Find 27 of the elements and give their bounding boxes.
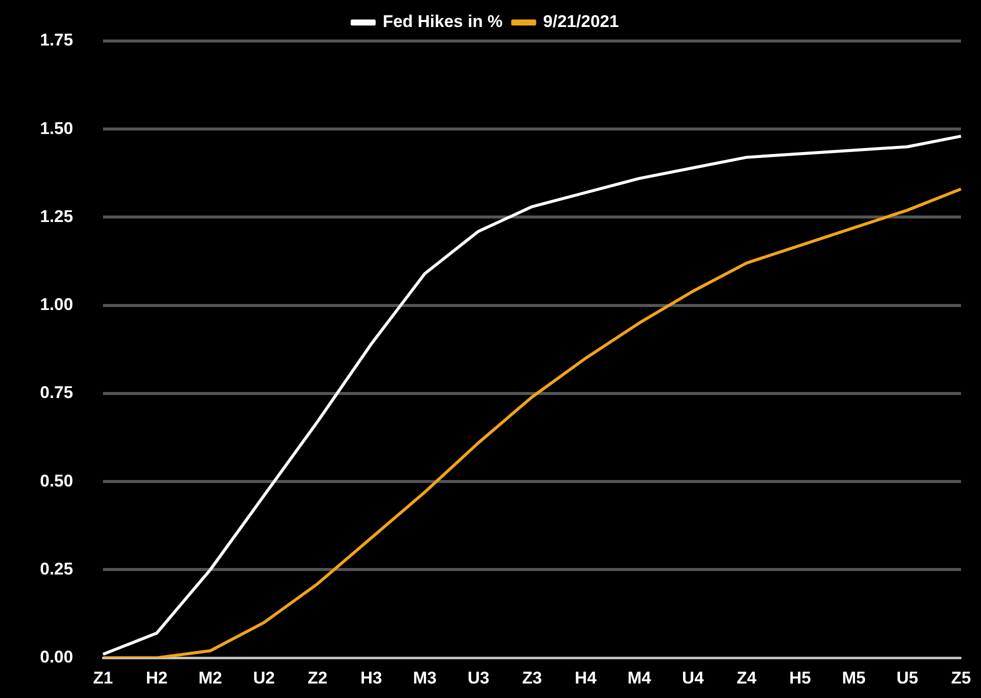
y-tick-label: 1.25: [40, 206, 74, 226]
y-tick-label: 0.00: [40, 647, 74, 666]
x-tick-label: U3: [468, 668, 490, 688]
x-tick-label: Z2: [308, 668, 328, 688]
x-tick-label: M4: [627, 668, 652, 688]
y-tick-label: 1.00: [40, 295, 74, 314]
x-tick-label: Z1: [93, 668, 114, 688]
x-tick-label: Z5: [951, 668, 971, 688]
legend-label: Fed Hikes in %: [382, 12, 503, 32]
x-tick-label: U4: [682, 668, 704, 688]
x-tick-label: Z3: [522, 668, 542, 688]
x-tick-label: Z4: [736, 668, 757, 688]
y-tick-label: 0.75: [40, 383, 74, 402]
x-tick-label: H4: [574, 668, 598, 688]
y-tick-label: 0.25: [40, 559, 74, 578]
y-tick-label: 1.50: [40, 118, 74, 138]
x-tick-label: U5: [896, 668, 918, 688]
x-tick-label: M3: [412, 668, 437, 688]
legend-label: 9/21/2021: [543, 12, 619, 32]
x-tick-label: M5: [842, 668, 866, 688]
x-tick-label: H5: [789, 668, 812, 688]
y-tick-label: 1.75: [40, 30, 74, 50]
x-tick-label: U2: [253, 668, 275, 688]
x-tick-label: H2: [146, 668, 168, 688]
x-tick-label: H3: [360, 668, 382, 688]
y-tick-label: 0.50: [40, 471, 74, 490]
x-tick-label: M2: [198, 668, 222, 688]
